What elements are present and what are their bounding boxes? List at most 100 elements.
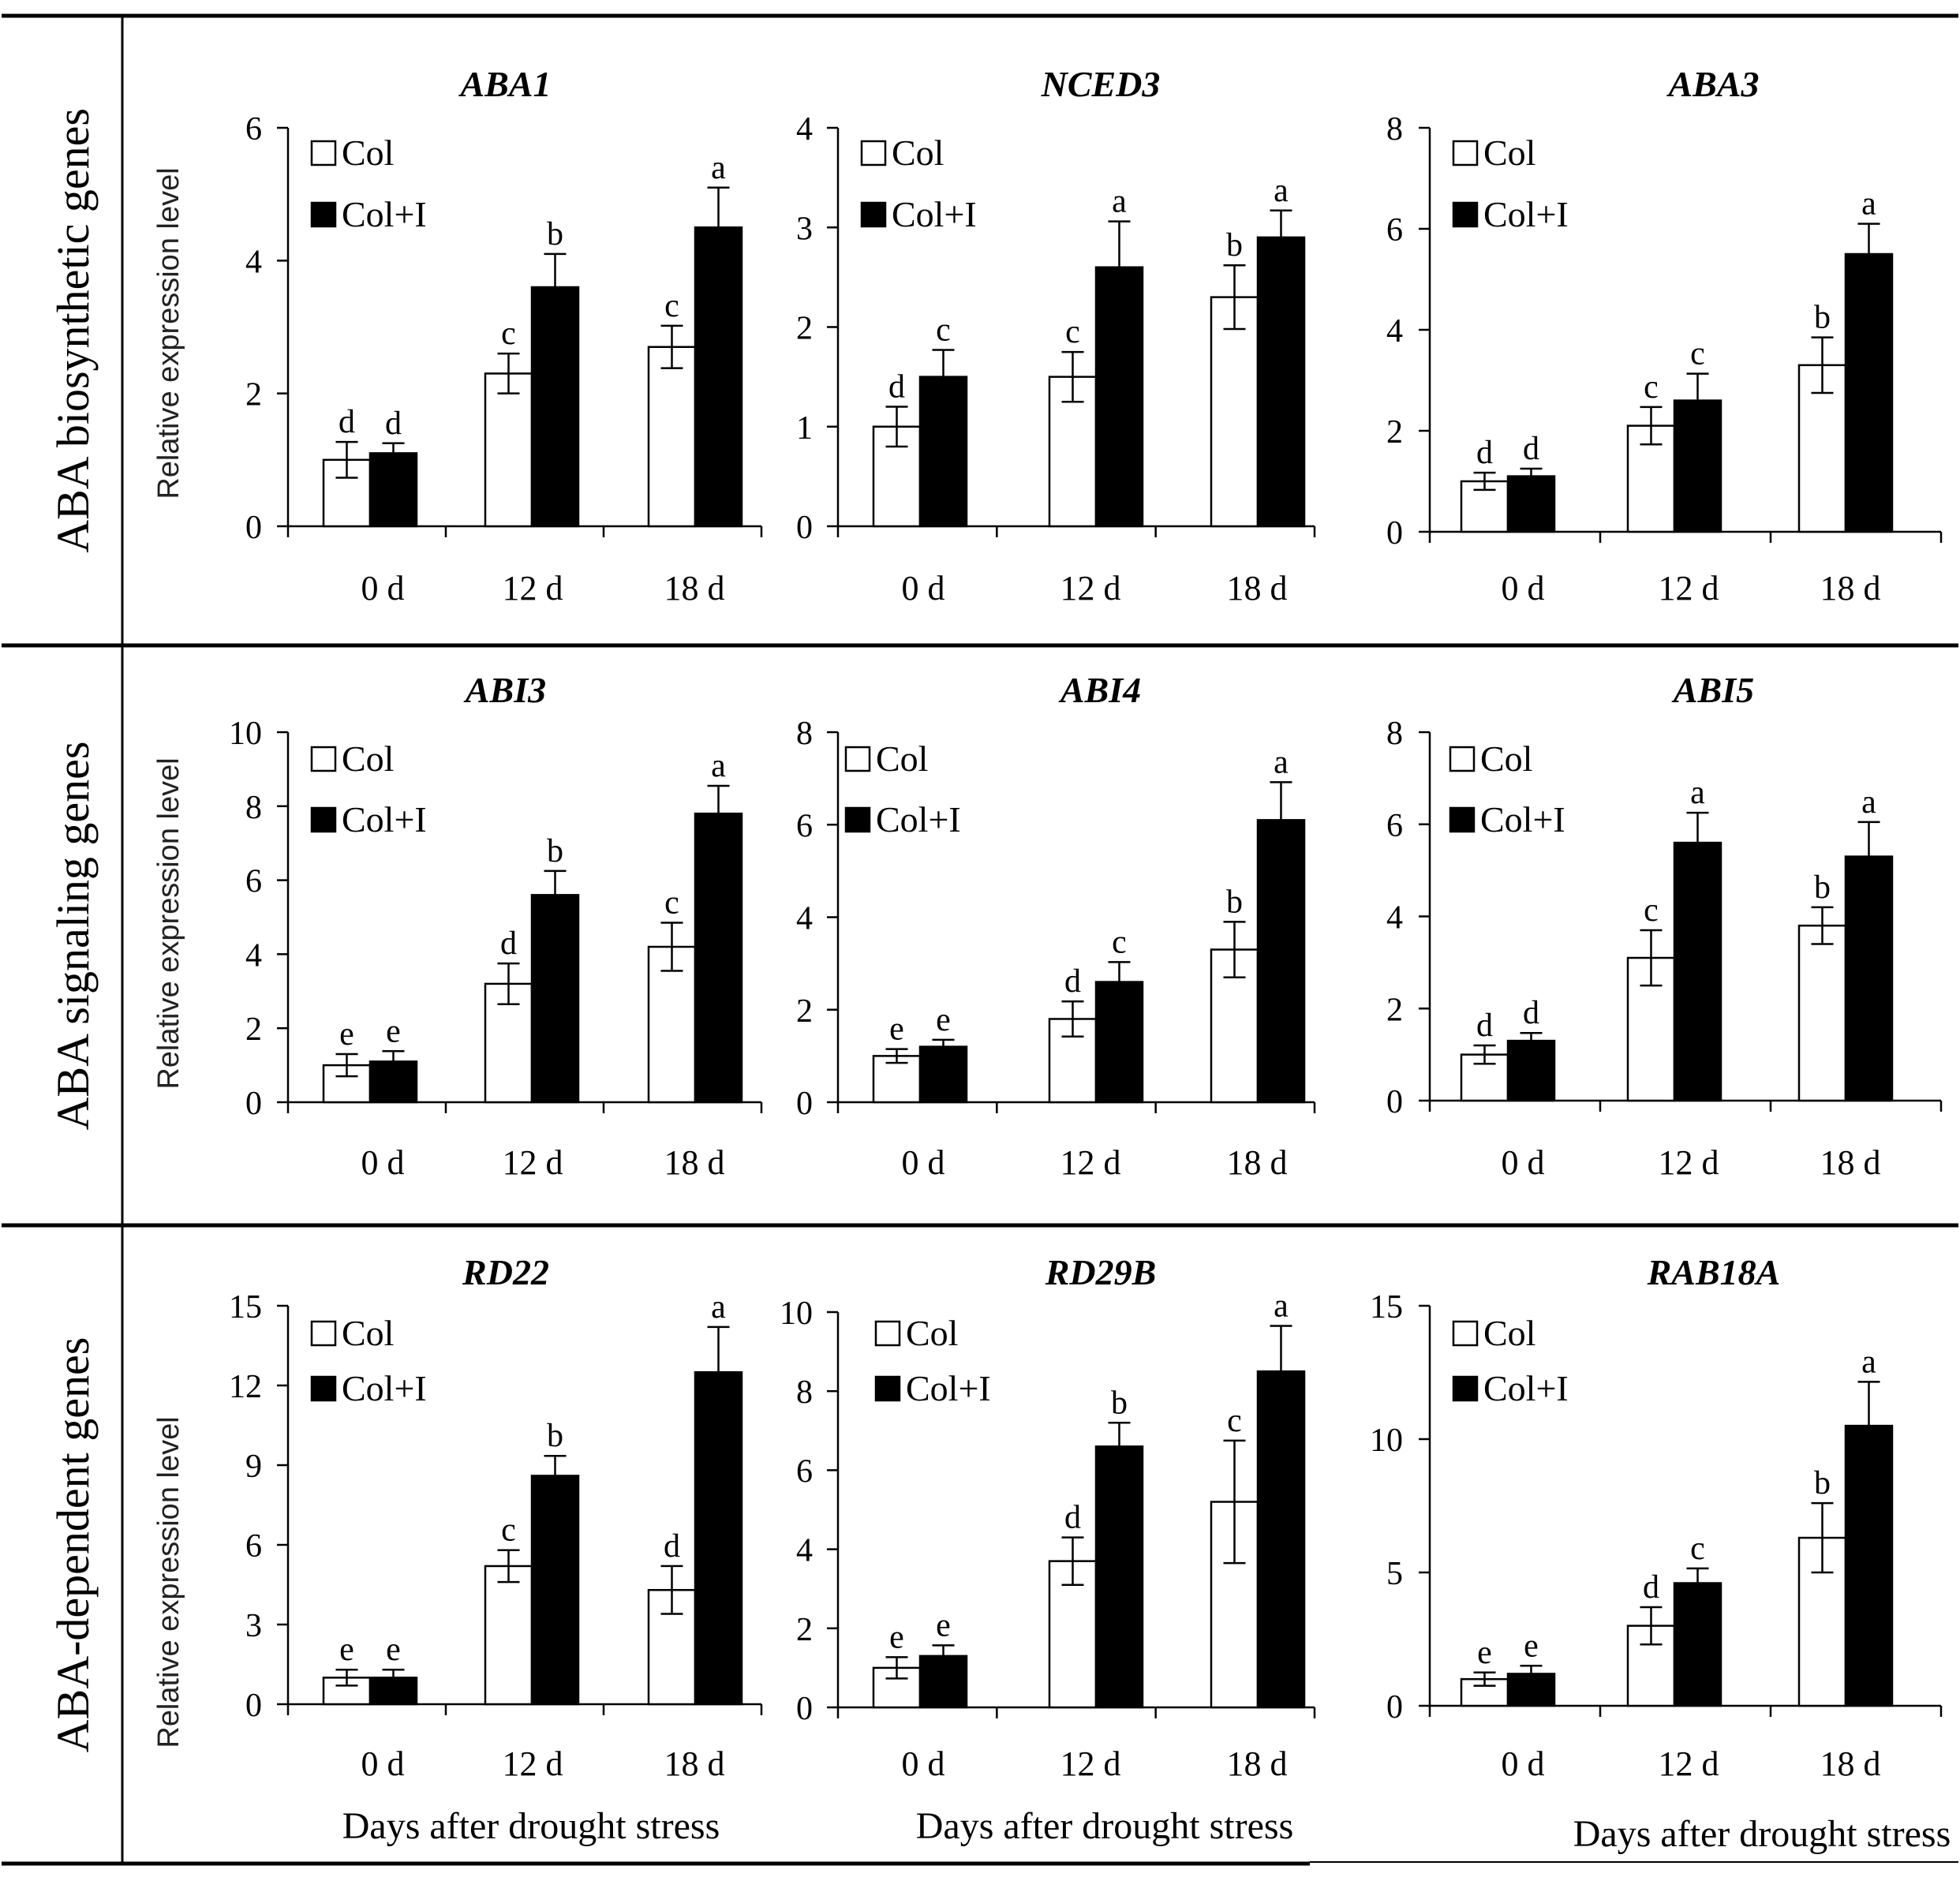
legend-swatch-col [1452, 140, 1479, 166]
legend-swatch-col-i [844, 806, 871, 833]
legend-swatch-col [1449, 746, 1476, 772]
significance-letter: d [1476, 1008, 1493, 1044]
significance-letter: d [1476, 435, 1493, 471]
bar-col-i [1844, 855, 1894, 1102]
significance-letter: e [936, 1002, 951, 1038]
y-tick-label: 12 [229, 1369, 262, 1405]
x-axis-label: Days after drought stress [916, 1805, 1294, 1847]
x-axis-label: Days after drought stress [1573, 1813, 1951, 1855]
bar-col [647, 346, 697, 528]
x-tick-label: 0 d [902, 1143, 945, 1182]
x-tick-label: 12 d [1659, 1744, 1719, 1783]
bar-col [1210, 296, 1259, 528]
y-tick-label: 2 [796, 993, 813, 1030]
significance-letter: c [936, 312, 951, 349]
significance-letter: a [1274, 1288, 1289, 1325]
y-tick-label: 9 [245, 1449, 262, 1485]
legend-label: Col [1480, 738, 1532, 779]
y-tick-label: 0 [796, 1086, 813, 1122]
significance-letter: b [1814, 1465, 1831, 1501]
y-tick-label: 5 [1386, 1556, 1403, 1592]
y-tick-label: 0 [1386, 1084, 1403, 1120]
legend-swatch-col [310, 1320, 337, 1347]
y-tick-label: 3 [245, 1608, 262, 1644]
x-tick-label: 12 d [1060, 569, 1121, 608]
significance-letter: d [888, 369, 905, 406]
chart-title: ABA1 [458, 64, 551, 104]
bar-col-i [530, 1475, 580, 1706]
significance-letter: b [1226, 227, 1243, 264]
x-tick-label: 12 d [1060, 1744, 1121, 1783]
bar-col-i [368, 452, 418, 528]
legend-swatch-col [1452, 1320, 1479, 1347]
chart-title: ABI4 [1058, 670, 1141, 710]
bar-col-i [530, 894, 580, 1104]
legend-label: Col+I [1483, 1368, 1569, 1408]
x-tick-label: 12 d [1659, 1143, 1719, 1182]
significance-letter: c [664, 288, 679, 324]
y-tick-label: 2 [796, 311, 813, 347]
bar-col-i [1094, 1445, 1144, 1709]
row-label: ABA biosynthetic genes [47, 108, 99, 553]
y-tick-label: 2 [245, 1011, 262, 1048]
bar-col-i [1256, 236, 1306, 528]
legend-swatch-col [844, 746, 871, 772]
chart-panel-aba3: ABA3 0 2 4 6 8 0 d 12 d 18 d d c b d c a Col Col+I [1386, 64, 1943, 608]
x-tick-label: 0 d [361, 569, 405, 608]
significance-letter: e [386, 1013, 401, 1049]
significance-letter: b [1814, 300, 1831, 336]
significance-letter: c [1065, 314, 1080, 350]
chart-panel-rd29b: RD29B 0 2 4 6 8 10 0 d 12 d 18 d e d c e b a Col Col+I Day… [780, 1252, 1316, 1847]
legend-label: Col+I [892, 194, 977, 234]
legend-swatch-col-i [860, 201, 887, 228]
legend-swatch-col-i [874, 1375, 901, 1402]
significance-letter: a [1861, 784, 1876, 821]
bar-col-i [1506, 1039, 1556, 1102]
significance-letter: a [1861, 1344, 1876, 1380]
y-tick-label: 8 [1386, 111, 1403, 148]
significance-letter: a [1274, 744, 1289, 780]
significance-letter: a [711, 150, 726, 186]
y-tick-label: 10 [780, 1296, 813, 1332]
significance-letter: e [936, 1607, 951, 1643]
significance-letter: c [1644, 892, 1659, 929]
y-tick-label: 6 [245, 1528, 262, 1565]
chart-title: ABA3 [1666, 64, 1759, 104]
x-tick-label: 12 d [503, 1143, 563, 1182]
significance-letter: d [664, 1528, 680, 1565]
significance-letter: b [1226, 884, 1243, 920]
y-tick-label: 4 [245, 937, 262, 974]
y-tick-label: 0 [245, 1086, 262, 1122]
chart-title: RD29B [1045, 1252, 1157, 1292]
y-tick-label: 4 [796, 901, 813, 937]
bar-col-i [694, 812, 743, 1104]
y-tick-label: 10 [1370, 1423, 1403, 1459]
x-tick-label: 12 d [1659, 569, 1719, 608]
significance-letter: c [1690, 1531, 1705, 1567]
x-tick-label: 18 d [1227, 569, 1288, 608]
bar-col-i [530, 286, 580, 528]
significance-letter: d [1064, 963, 1081, 1000]
x-tick-label: 0 d [902, 1744, 945, 1783]
legend-label: Col+I [342, 194, 427, 234]
bar-col [484, 372, 533, 528]
y-tick-label: 15 [229, 1289, 262, 1325]
y-tick-label: 4 [245, 244, 262, 280]
bar-col [647, 945, 697, 1104]
row-label: ABA signaling genes [47, 742, 99, 1131]
x-tick-label: 12 d [503, 1744, 563, 1783]
significance-letter: c [1227, 1403, 1242, 1439]
y-tick-label: 3 [796, 211, 813, 247]
significance-letter: a [1274, 173, 1289, 209]
legend-label: Col [906, 1313, 958, 1353]
significance-letter: b [1814, 869, 1831, 906]
significance-letter: a [1112, 184, 1127, 220]
y-tick-label: 6 [796, 808, 813, 844]
chart-title: ABI5 [1671, 670, 1754, 710]
significance-letter: b [547, 833, 563, 869]
y-tick-label: 8 [796, 1374, 813, 1411]
legend-label: Col [1483, 1313, 1535, 1353]
y-axis-label: Relative expression level [152, 757, 185, 1089]
legend-label: Col+I [1480, 799, 1565, 839]
